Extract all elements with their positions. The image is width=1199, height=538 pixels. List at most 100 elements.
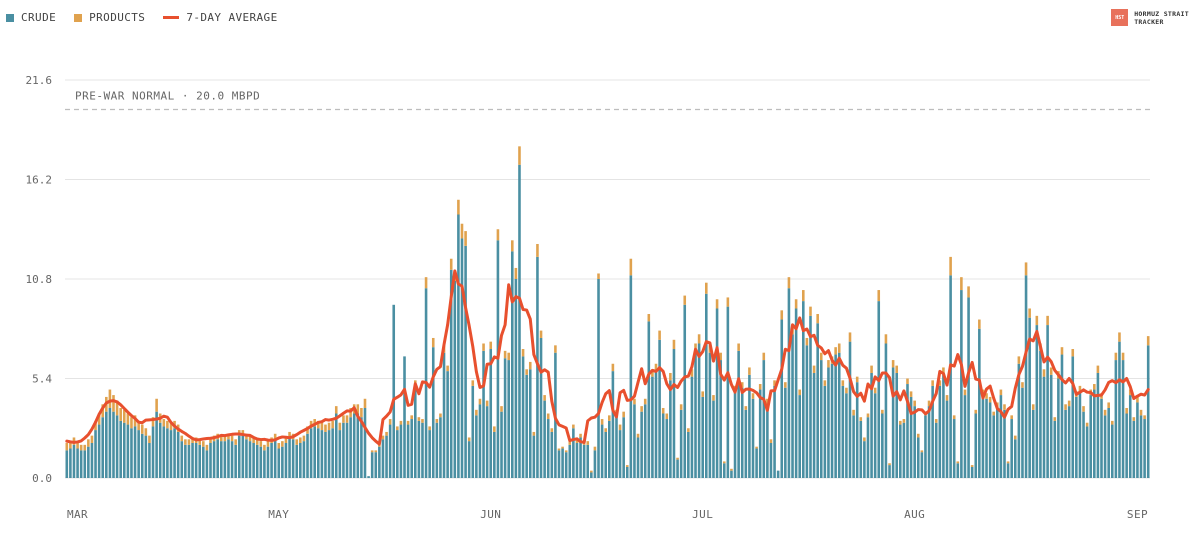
crude-bar xyxy=(281,446,284,478)
brand-logo-block[interactable]: HST HORMUZ STRAIT TRACKER xyxy=(1111,9,1189,26)
crude-bar xyxy=(439,417,442,478)
crude-bar xyxy=(996,407,999,478)
crude-bar xyxy=(769,442,773,478)
products-bar xyxy=(636,433,640,438)
crude-bar xyxy=(712,400,715,478)
y-tick-label: 16.2 xyxy=(26,174,53,187)
crude-bar xyxy=(823,385,827,478)
products-bar xyxy=(1143,415,1146,420)
products-bar xyxy=(895,365,899,373)
products-bar xyxy=(449,258,453,270)
products-bar xyxy=(277,442,281,449)
products-bar xyxy=(255,439,259,445)
crude-bar xyxy=(733,391,737,478)
products-bar xyxy=(381,435,385,440)
crude-bar xyxy=(137,430,140,478)
crude-bar xyxy=(1107,407,1110,478)
products-bar xyxy=(1031,404,1035,410)
crude-bar xyxy=(1071,356,1075,478)
crude-bar xyxy=(974,413,978,478)
crude-bar xyxy=(331,428,334,478)
products-bar xyxy=(963,389,967,396)
crude-bar xyxy=(981,395,985,478)
products-bar xyxy=(532,431,536,436)
products-bar xyxy=(920,450,924,453)
crude-bar xyxy=(385,435,388,478)
products-bar xyxy=(561,446,564,449)
crude-bar xyxy=(381,439,385,478)
products-bar xyxy=(888,463,891,466)
crude-bar xyxy=(590,472,593,478)
products-bar xyxy=(590,470,593,473)
products-bar xyxy=(805,337,809,346)
crude-bar xyxy=(784,387,787,478)
legend-item-crude[interactable]: CRUDE xyxy=(6,11,56,24)
crude-bar xyxy=(345,422,349,478)
crude-bar xyxy=(431,347,435,478)
products-bar xyxy=(629,258,633,276)
crude-bar xyxy=(608,420,611,478)
products-bar xyxy=(385,431,388,436)
crude-bar xyxy=(579,437,582,478)
products-bar xyxy=(712,395,715,401)
crude-bar xyxy=(198,444,202,478)
crude-bar xyxy=(503,358,507,478)
products-bar xyxy=(661,407,665,414)
crude-bar xyxy=(1078,391,1082,478)
crude-bar xyxy=(126,424,130,478)
products-bar xyxy=(672,339,676,350)
products-bar xyxy=(1136,396,1139,403)
crude-bar xyxy=(284,442,288,478)
legend-item-average[interactable]: 7-DAY AVERAGE xyxy=(163,11,277,24)
crude-bar xyxy=(306,433,309,478)
crude-bar xyxy=(457,214,460,478)
crude-bar xyxy=(94,430,97,478)
crude-bar xyxy=(475,415,478,478)
crude-bar xyxy=(1136,402,1139,478)
crude-bar xyxy=(532,435,536,478)
crude-bar xyxy=(528,369,532,478)
crude-bar xyxy=(500,411,503,478)
crude-bar xyxy=(539,337,543,478)
crude-bar xyxy=(417,420,421,478)
crude-bar xyxy=(212,441,216,478)
crude-bar xyxy=(223,441,227,478)
crude-bar xyxy=(478,404,482,478)
x-tick-label: MAR xyxy=(67,508,88,521)
products-bar xyxy=(960,277,963,291)
crude-bar xyxy=(848,341,852,478)
crude-bar xyxy=(227,439,230,478)
crude-bar xyxy=(388,424,392,478)
crude-bar xyxy=(737,350,740,478)
products-bar xyxy=(248,435,252,442)
products-bar xyxy=(97,413,101,425)
crude-bar xyxy=(672,349,676,478)
crude-bar xyxy=(773,385,776,478)
products-bar xyxy=(482,343,485,351)
crude-bar xyxy=(435,422,439,478)
products-bar xyxy=(679,404,683,410)
products-bar xyxy=(942,367,945,375)
legend-crude-label: CRUDE xyxy=(21,11,57,24)
crude-bar xyxy=(697,343,701,478)
products-swatch xyxy=(74,13,83,22)
crude-bar xyxy=(945,400,949,478)
products-bar xyxy=(406,420,410,425)
products-bar xyxy=(934,419,938,423)
crude-bar xyxy=(514,279,518,478)
crude-bar xyxy=(705,293,708,478)
crude-bar xyxy=(248,441,252,478)
products-bar xyxy=(719,352,722,361)
products-bar xyxy=(974,409,978,414)
products-bar xyxy=(676,457,679,460)
crude-bar xyxy=(690,376,694,478)
products-bar xyxy=(762,352,766,361)
crude-bar xyxy=(841,385,845,478)
products-bar xyxy=(841,380,845,386)
legend-item-products[interactable]: PRODUCTS xyxy=(74,11,145,24)
crude-bar xyxy=(873,393,877,478)
products-bar xyxy=(952,415,956,420)
crude-bar xyxy=(593,450,597,478)
products-bar xyxy=(651,371,654,377)
products-bar xyxy=(967,286,970,298)
